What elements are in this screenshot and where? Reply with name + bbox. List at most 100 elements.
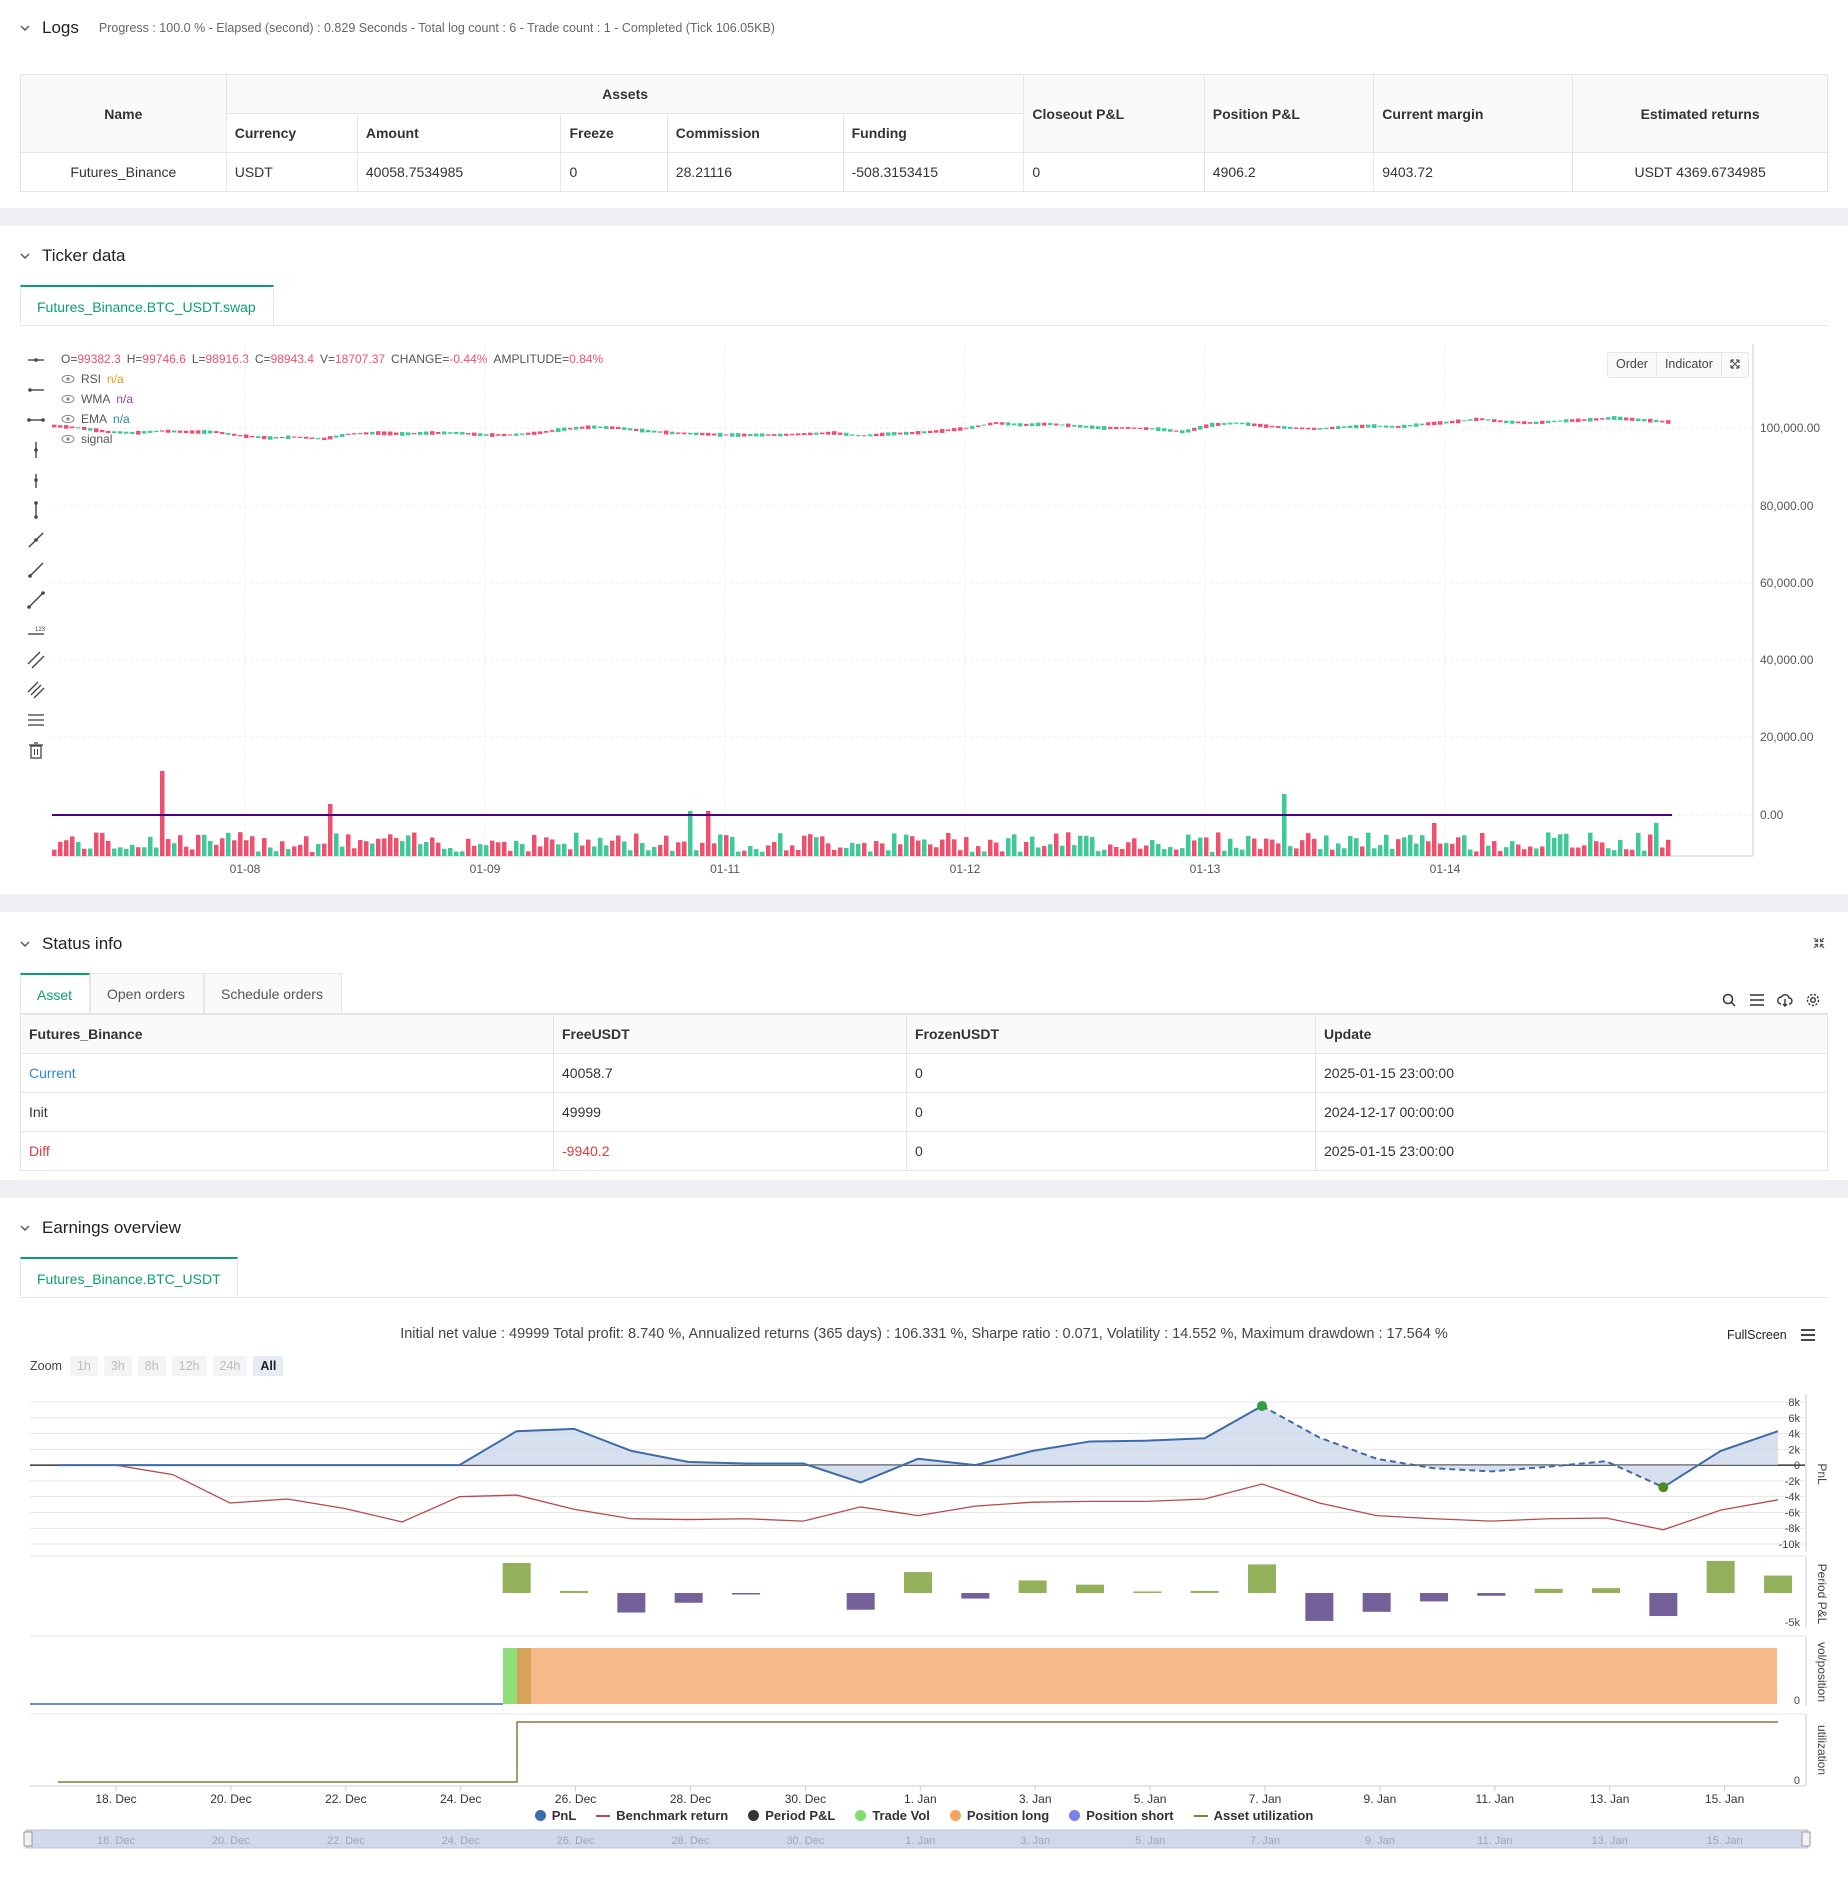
trough-marker xyxy=(1658,1482,1669,1493)
volume-bar xyxy=(1462,835,1467,856)
volume-bar xyxy=(1246,835,1251,856)
legend-position-long[interactable]: Position long xyxy=(949,1808,1049,1823)
volume-bar xyxy=(910,836,915,856)
volume-bar xyxy=(862,842,867,856)
indicator-rsi[interactable]: RSI n/a xyxy=(61,372,124,386)
candle xyxy=(868,434,873,437)
earnings-header[interactable]: Earnings overview xyxy=(20,1218,181,1238)
eye-icon[interactable] xyxy=(61,434,75,444)
vertical-segment-icon[interactable] xyxy=(26,500,46,520)
fibonacci-icon[interactable] xyxy=(26,710,46,730)
vertical-ray-icon[interactable] xyxy=(26,470,46,490)
legend-trade-vol[interactable]: Trade Vol xyxy=(855,1808,930,1823)
segment-line-icon[interactable] xyxy=(26,590,46,610)
volume-bar xyxy=(1564,833,1569,856)
candle xyxy=(994,422,999,424)
candlestick-chart[interactable]: 100,000.00 80,000.00 60,000.00 40,000.00 20,… xyxy=(0,226,1848,894)
cloud-download-icon[interactable] xyxy=(1777,992,1793,1008)
indicator-ema[interactable]: EMA n/a xyxy=(61,412,130,426)
trash-icon[interactable] xyxy=(26,740,46,760)
volume-bar xyxy=(826,843,831,856)
volume-bar xyxy=(394,837,399,856)
volume-bar xyxy=(130,844,135,856)
period-bar xyxy=(1592,1588,1620,1593)
tab-asset[interactable]: Asset xyxy=(20,973,90,1013)
zoom-all[interactable]: All xyxy=(253,1356,284,1376)
price-channel-icon[interactable] xyxy=(26,680,46,700)
indicator-wma[interactable]: WMA n/a xyxy=(61,392,133,406)
price-label-icon[interactable]: 123 xyxy=(26,620,46,640)
list-icon[interactable] xyxy=(1749,992,1765,1008)
fullscreen-button[interactable]: FullScreen xyxy=(1727,1328,1787,1342)
status-header[interactable]: Status info xyxy=(20,934,122,954)
trend-line-icon[interactable] xyxy=(26,530,46,550)
candle xyxy=(1630,417,1635,421)
candle xyxy=(844,432,849,436)
zoom-3h[interactable]: 3h xyxy=(103,1356,132,1376)
zoom-1h[interactable]: 1h xyxy=(69,1356,98,1376)
candle xyxy=(724,434,729,436)
volume-bar xyxy=(1228,838,1233,856)
tab-schedule-orders[interactable]: Schedule orders xyxy=(204,973,342,1013)
candle xyxy=(1090,425,1095,429)
volume-bar xyxy=(1396,839,1401,856)
zoom-8h[interactable]: 8h xyxy=(137,1356,166,1376)
gear-icon[interactable] xyxy=(1805,992,1821,1008)
volume-bar xyxy=(790,845,795,856)
candle xyxy=(448,432,453,434)
candle xyxy=(316,437,321,440)
menu-icon[interactable] xyxy=(1800,1328,1816,1342)
logs-header[interactable]: Logs Progress : 100.0 % - Elapsed (secon… xyxy=(20,18,775,38)
order-button[interactable]: Order xyxy=(1616,357,1648,371)
parallel-channel-icon[interactable] xyxy=(26,650,46,670)
eye-icon[interactable] xyxy=(61,394,75,404)
tab-ticker-symbol[interactable]: Futures_Binance.BTC_USDT.swap xyxy=(20,285,274,325)
pnl-line-solid xyxy=(58,1405,1263,1484)
col-name: Name xyxy=(20,74,227,153)
collapse-icon[interactable] xyxy=(1812,936,1826,950)
time-tick-label: 01-09 xyxy=(470,862,501,876)
zoom-12h[interactable]: 12h xyxy=(171,1356,207,1376)
candle xyxy=(1612,416,1617,420)
volume-bars xyxy=(52,771,1671,856)
indicator-signal[interactable]: signal xyxy=(61,432,112,446)
search-icon[interactable] xyxy=(1721,992,1737,1008)
chevron-down-icon[interactable] xyxy=(20,939,30,949)
ray-line-icon[interactable] xyxy=(26,560,46,580)
chevron-down-icon[interactable] xyxy=(20,1223,30,1233)
ticker-title: Ticker data xyxy=(42,246,126,265)
volume-bar xyxy=(670,850,675,856)
tab-earnings-symbol[interactable]: Futures_Binance.BTC_USDT xyxy=(20,1257,238,1297)
indicator-button[interactable]: Indicator xyxy=(1655,353,1721,377)
candles xyxy=(52,416,1671,441)
pnl-line-solid xyxy=(1662,1430,1779,1489)
chevron-down-icon[interactable] xyxy=(20,251,30,261)
chevron-down-icon[interactable] xyxy=(20,23,30,33)
eye-icon[interactable] xyxy=(61,414,75,424)
zoom-24h[interactable]: 24h xyxy=(212,1356,248,1376)
volume-bar xyxy=(706,811,711,856)
pnl-line xyxy=(58,1400,1779,1493)
eye-icon[interactable] xyxy=(61,374,75,384)
volume-bar xyxy=(1090,837,1095,856)
candle xyxy=(526,432,531,435)
legend-asset-utilization[interactable]: Asset utilization xyxy=(1193,1808,1313,1823)
vertical-line-icon[interactable] xyxy=(26,440,46,460)
candle xyxy=(1474,417,1479,422)
legend-benchmark[interactable]: Benchmark return xyxy=(596,1808,728,1823)
earnings-chart[interactable]: -5k 0 0 8k 6k 4k 2k 0 -2k -4k -6k -8k -10k 18. De… xyxy=(0,1198,1848,1880)
ticker-header[interactable]: Ticker data xyxy=(20,246,125,266)
legend-pnl[interactable]: PnL xyxy=(534,1808,576,1823)
legend-period-pl[interactable]: Period P&L xyxy=(748,1808,835,1823)
expand-icon[interactable] xyxy=(1720,353,1748,377)
candle xyxy=(958,427,963,431)
horizontal-line-icon[interactable] xyxy=(26,350,46,370)
cell-update: 2025-01-15 23:00:00 xyxy=(1315,1053,1828,1093)
horizontal-ray-icon[interactable] xyxy=(26,380,46,400)
volume-bar xyxy=(976,846,981,856)
time-tick-label: 01-11 xyxy=(710,862,740,876)
legend-position-short[interactable]: Position short xyxy=(1069,1808,1174,1823)
horizontal-segment-icon[interactable] xyxy=(26,410,46,430)
table-row: Current 40058.7 0 2025-01-15 23:00:00 xyxy=(20,1053,1828,1093)
tab-open-orders[interactable]: Open orders xyxy=(90,973,204,1013)
